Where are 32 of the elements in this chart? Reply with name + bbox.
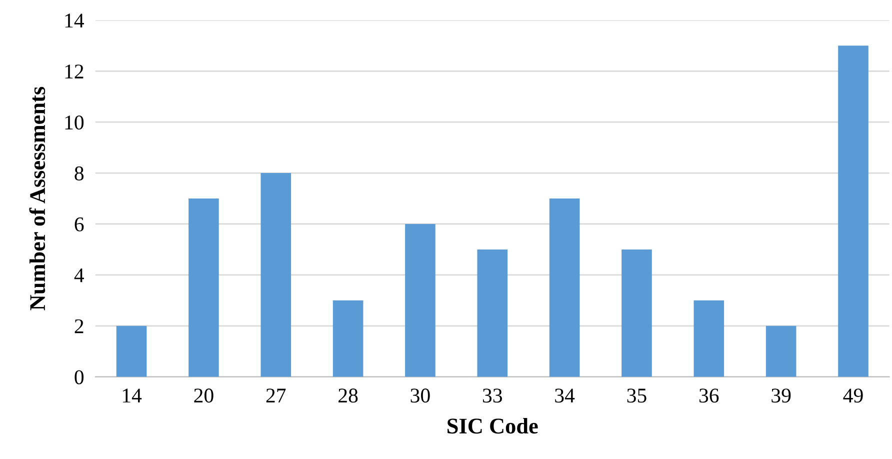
x-tick-label: 39: [772, 388, 791, 403]
y-tick-label: 10: [65, 115, 84, 130]
x-tick-label: 20: [194, 388, 214, 403]
x-tick-label: 34: [555, 388, 575, 403]
x-tick-label: 28: [338, 388, 358, 403]
bar: [838, 46, 868, 377]
x-tick-label: 14: [122, 388, 142, 402]
y-tick-label: 4: [74, 268, 84, 282]
bar: [766, 326, 796, 377]
x-tick-label: 49: [843, 388, 863, 403]
y-tick-label: 2: [74, 319, 84, 334]
x-tick-label: 36: [699, 388, 719, 403]
y-tick-label: 0: [74, 370, 84, 384]
bar: [116, 326, 147, 377]
bar: [694, 300, 724, 377]
bar: [332, 300, 364, 377]
y-tick-label: 12: [65, 64, 84, 78]
bar: [622, 249, 652, 377]
x-tick-label: 27: [266, 388, 286, 402]
x-axis-title: SIC Code: [448, 418, 538, 434]
bar: [477, 249, 508, 377]
x-tick-label: 30: [410, 388, 430, 403]
bar: [260, 173, 292, 377]
y-tick-label: 8: [74, 166, 84, 180]
y-axis-title: Number of Assessments: [29, 86, 46, 310]
y-tick-label: 14: [65, 14, 84, 28]
bar: [549, 198, 580, 377]
bar: [405, 224, 436, 377]
bar: [188, 198, 219, 377]
x-tick-label: 33: [482, 388, 502, 403]
x-tick-label: 35: [627, 388, 646, 403]
y-tick-label: 6: [74, 217, 84, 232]
